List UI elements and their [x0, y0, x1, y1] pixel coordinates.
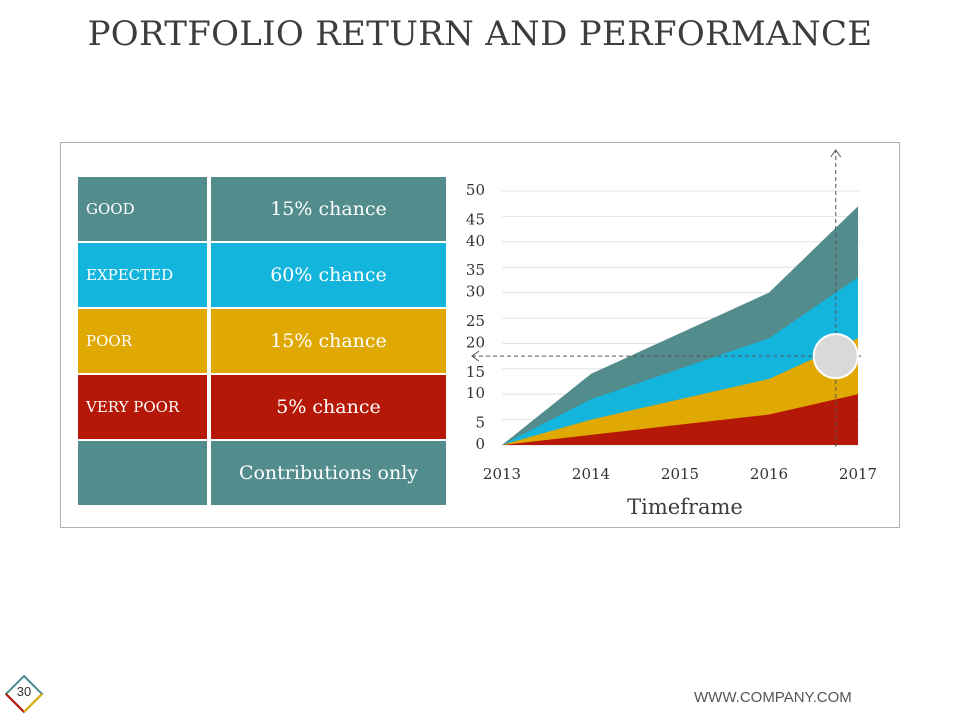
row-label: VERY POOR: [78, 375, 209, 439]
x-tick-label: 2013: [483, 465, 521, 483]
y-tick-label: 20: [466, 333, 485, 351]
y-tick-label: 30: [466, 283, 485, 301]
row-value: 5% chance: [211, 375, 446, 439]
y-tick-label: 10: [466, 384, 485, 402]
row-divider: [78, 241, 446, 243]
y-tick-label: 15: [466, 363, 485, 381]
y-tick-label: 45: [466, 210, 485, 228]
marker-circle: [812, 333, 859, 380]
row-value: 15% chance: [211, 177, 446, 241]
row-value: Contributions only: [211, 441, 446, 505]
footer-url: WWW.COMPANY.COM: [694, 689, 852, 706]
y-tick-label: 35: [466, 261, 485, 279]
page-number: 30: [16, 684, 32, 699]
y-tick-label: 25: [466, 312, 485, 330]
row-value: 15% chance: [211, 309, 446, 373]
y-tick-label: 0: [475, 435, 485, 453]
area-series-very-poor: [502, 394, 858, 445]
row-divider: [78, 373, 446, 375]
page-title: PORTFOLIO RETURN AND PERFORMANCE: [87, 14, 873, 54]
row-label: POOR: [78, 309, 209, 373]
y-tick-label: 50: [466, 181, 485, 199]
guide-arrow-left: [471, 350, 480, 362]
table-row: Contributions only: [78, 441, 446, 505]
y-tick-label: 5: [475, 414, 485, 432]
row-label: GOOD: [78, 177, 209, 241]
row-label: [78, 441, 209, 505]
table-row: GOOD 15% chance: [78, 177, 446, 241]
x-tick-label: 2016: [750, 465, 788, 483]
content-panel: [60, 142, 900, 528]
row-divider: [78, 307, 446, 309]
x-axis-title: Timeframe: [627, 495, 743, 519]
x-tick-label: 2014: [572, 465, 610, 483]
row-divider: [78, 439, 446, 441]
row-label: EXPECTED: [78, 243, 209, 307]
table-row: EXPECTED 60% chance: [78, 243, 446, 307]
area-chart: 0 5 10 15 20 25 30 35 40 45 50 2013 2014 2015 2016 2017…: [466, 149, 877, 519]
row-value: 60% chance: [211, 243, 446, 307]
table-row: VERY POOR 5% chance: [78, 375, 446, 439]
x-tick-label: 2017: [839, 465, 877, 483]
x-tick-label: 2015: [661, 465, 699, 483]
table-row: POOR 15% chance: [78, 309, 446, 373]
page-number-badge: [4, 674, 44, 714]
guide-arrow-up: [830, 149, 842, 158]
y-tick-label: 40: [466, 232, 485, 250]
